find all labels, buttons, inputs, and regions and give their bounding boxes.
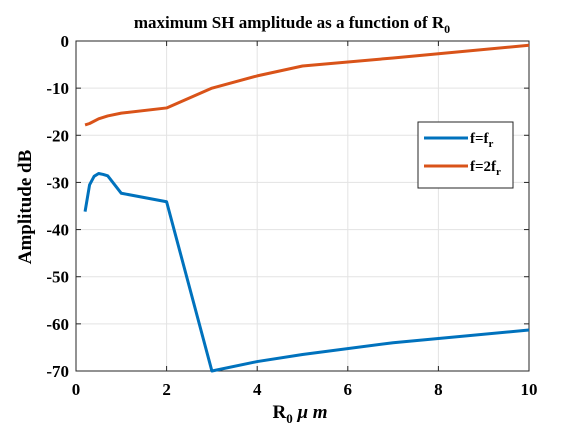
y-tick-label: 0 bbox=[61, 32, 70, 51]
x-tick-label: 2 bbox=[162, 380, 171, 399]
x-tick-labels: 0 2 4 6 8 10 bbox=[72, 380, 538, 399]
y-axis-label: Amplitude dB bbox=[15, 149, 36, 264]
y-tick-label: -50 bbox=[46, 268, 69, 287]
y-tick-label: -30 bbox=[46, 173, 69, 192]
legend: f=fr f=2fr bbox=[417, 121, 514, 189]
x-tick-label: 8 bbox=[434, 380, 443, 399]
x-tick-label: 10 bbox=[521, 380, 538, 399]
y-tick-label: -60 bbox=[46, 315, 69, 334]
legend-box bbox=[417, 121, 514, 189]
legend-label-series-2: f=2fr bbox=[470, 159, 501, 178]
plot-frame bbox=[75, 40, 530, 372]
x-tick-label: 6 bbox=[344, 380, 353, 399]
chart-title: maximum SH amplitude as a function of R0 bbox=[134, 13, 450, 36]
series-group bbox=[83, 43, 530, 373]
x-tick-label: 4 bbox=[253, 380, 262, 399]
legend-label-series-1: f=fr bbox=[470, 131, 494, 150]
y-tick-label: -70 bbox=[46, 362, 69, 381]
x-axis-label: R0 μ m bbox=[272, 402, 327, 426]
y-tick-label: -20 bbox=[46, 126, 69, 145]
x-tick-label: 0 bbox=[72, 380, 81, 399]
series-line-2 bbox=[84, 43, 530, 127]
y-tick-labels: 0 -10 -20 -30 -40 -50 -60 -70 bbox=[46, 32, 69, 381]
y-tick-label: -10 bbox=[46, 79, 69, 98]
series-line-1 bbox=[83, 171, 530, 373]
y-tick-label: -40 bbox=[46, 221, 69, 240]
axes bbox=[75, 40, 530, 372]
grid bbox=[75, 40, 530, 372]
